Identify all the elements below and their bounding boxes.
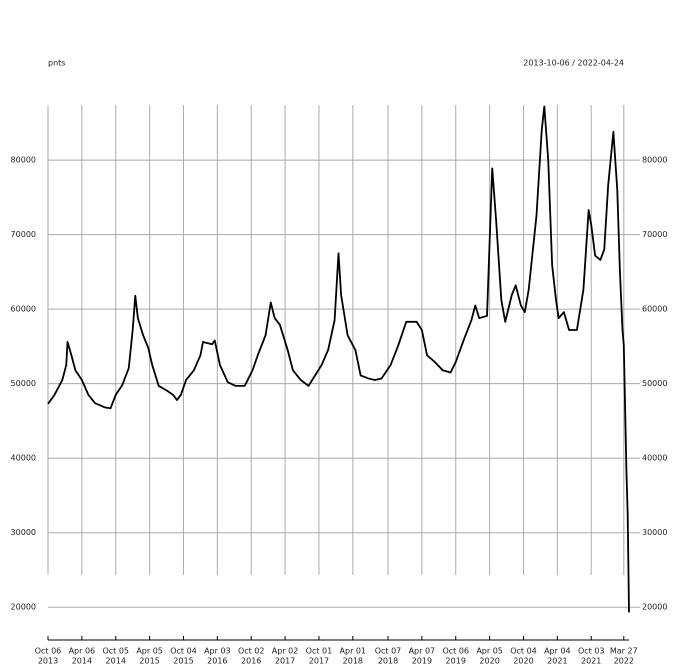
- x-tick-label: 2020: [479, 657, 499, 666]
- x-tick-label: 2018: [378, 657, 398, 666]
- x-tick-label: 2013: [38, 657, 58, 666]
- x-tick-label: Apr 03: [204, 647, 231, 656]
- x-tick-label: 2021: [547, 657, 567, 666]
- y-tick-label: 60000: [11, 305, 36, 314]
- x-tick-label: 2014: [106, 657, 126, 666]
- x-tick-label: Oct 03: [578, 647, 605, 656]
- y-tick-label: 70000: [11, 230, 36, 239]
- y-tick-label-right: 40000: [642, 454, 667, 463]
- x-tick-label: Apr 02: [272, 647, 299, 656]
- x-tick-label: 2017: [275, 657, 295, 666]
- y-tick-label-right: 80000: [642, 156, 667, 165]
- x-tick-label: 2022: [614, 657, 634, 666]
- y-tick-label: 80000: [11, 156, 36, 165]
- x-tick-label: Apr 01: [340, 647, 367, 656]
- x-tick-label: Oct 04: [510, 647, 537, 656]
- x-tick-label: Mar 27: [610, 647, 638, 656]
- y-tick-label: 30000: [11, 528, 36, 537]
- x-tick-label: 2019: [412, 657, 432, 666]
- x-tick-label: Apr 04: [544, 647, 571, 656]
- y-tick-label: 20000: [11, 603, 36, 612]
- x-tick-label: Oct 04: [170, 647, 197, 656]
- x-tick-label: 2020: [513, 657, 533, 666]
- x-tick-label: 2015: [173, 657, 193, 666]
- line-series: [47, 105, 630, 613]
- y-tick-label-right: 30000: [642, 528, 667, 537]
- x-tick-label: Oct 07: [375, 647, 402, 656]
- x-tick-label: Apr 05: [136, 647, 163, 656]
- y-tick-label-right: 50000: [642, 379, 667, 388]
- x-tick-label: 2015: [139, 657, 159, 666]
- chart-subtitle: 2013-10-06 / 2022-04-24: [523, 59, 624, 68]
- x-tick-label: 2017: [309, 657, 329, 666]
- y-tick-label-right: 20000: [642, 603, 667, 612]
- y-tick-label: 50000: [11, 379, 36, 388]
- y-tick-label: 40000: [11, 454, 36, 463]
- x-tick-label: Oct 01: [306, 647, 333, 656]
- x-tick-label: 2014: [72, 657, 92, 666]
- x-tick-label: 2019: [446, 657, 466, 666]
- y-tick-label-right: 70000: [642, 230, 667, 239]
- x-tick-label: 2016: [241, 657, 261, 666]
- x-tick-label: Apr 05: [476, 647, 503, 656]
- x-tick-label: 2021: [581, 657, 601, 666]
- x-tick-label: Oct 05: [102, 647, 129, 656]
- x-tick-label: Oct 06: [442, 647, 469, 656]
- x-tick-label: 2018: [343, 657, 363, 666]
- y-tick-label-right: 60000: [642, 305, 667, 314]
- x-tick-label: Oct 02: [238, 647, 265, 656]
- chart-title: pnts: [48, 59, 65, 68]
- x-tick-label: Apr 07: [409, 647, 436, 656]
- x-tick-label: 2016: [207, 657, 227, 666]
- x-tick-label: Oct 06: [35, 647, 62, 656]
- x-tick-label: Apr 06: [69, 647, 96, 656]
